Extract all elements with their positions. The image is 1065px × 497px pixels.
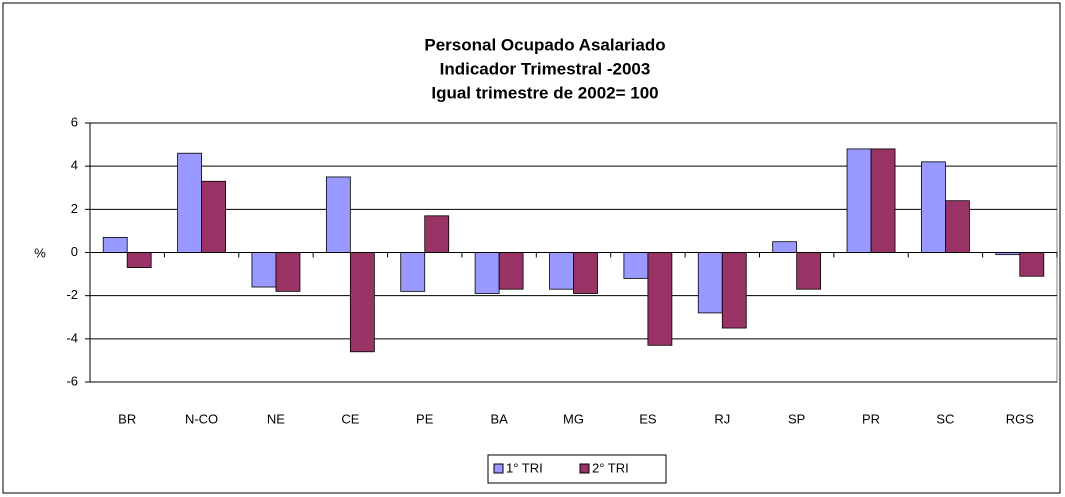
bar: [772, 241, 798, 253]
bar: [424, 215, 450, 253]
bar: [126, 252, 152, 269]
chart-title: Personal Ocupado Asalariado: [424, 35, 665, 54]
y-tick-label: 2: [71, 201, 78, 216]
bar: [400, 252, 426, 292]
y-tick-label: -4: [66, 330, 78, 345]
bar: [102, 236, 128, 253]
x-tick-label: PE: [416, 411, 434, 426]
x-tick-label: SC: [936, 411, 954, 426]
chart-subtitle: Igual trimestre de 2002= 100: [431, 83, 658, 102]
x-tick-label: SP: [788, 411, 805, 426]
bar: [721, 252, 747, 329]
bar: [846, 148, 872, 253]
bar: [349, 252, 375, 353]
y-tick-label: 0: [71, 244, 78, 259]
x-tick-label: MG: [563, 411, 584, 426]
bar: [251, 252, 277, 288]
bar: [177, 152, 202, 253]
y-tick-label: -2: [66, 287, 78, 302]
legend: [487, 454, 667, 484]
y-tick-label: -6: [66, 373, 78, 388]
x-tick-label: NE: [267, 411, 285, 426]
bar: [647, 252, 673, 346]
bar: [796, 252, 822, 290]
bar: [474, 252, 500, 294]
bar: [573, 252, 598, 294]
chart-subtitle: Indicador Trimestral -2003: [440, 59, 651, 78]
x-tick-label: RJ: [714, 411, 730, 426]
bar: [325, 176, 351, 253]
y-tick-label: 4: [71, 158, 78, 173]
bar: [870, 148, 896, 253]
bar: [945, 200, 970, 253]
bar: [623, 252, 649, 279]
x-tick-label: BR: [118, 411, 136, 426]
x-tick-label: BA: [490, 411, 508, 426]
x-tick-label: PR: [862, 411, 880, 426]
legend-label: 1° TRI: [506, 460, 543, 475]
bar: [921, 161, 946, 253]
bar: [201, 180, 226, 253]
bar: [697, 252, 723, 314]
y-tick-label: 6: [71, 114, 78, 129]
x-tick-label: CE: [341, 411, 359, 426]
bar: [1019, 252, 1045, 277]
y-axis-label: %: [34, 245, 46, 260]
x-tick-label: N-CO: [185, 411, 218, 426]
legend-label: 2° TRI: [592, 460, 629, 475]
legend-swatch: [493, 463, 504, 474]
bar: [549, 252, 574, 290]
bar: [498, 252, 524, 290]
bar: [275, 252, 301, 292]
legend-swatch: [579, 463, 590, 474]
x-tick-label: RGS: [1006, 411, 1035, 426]
x-tick-label: ES: [639, 411, 657, 426]
